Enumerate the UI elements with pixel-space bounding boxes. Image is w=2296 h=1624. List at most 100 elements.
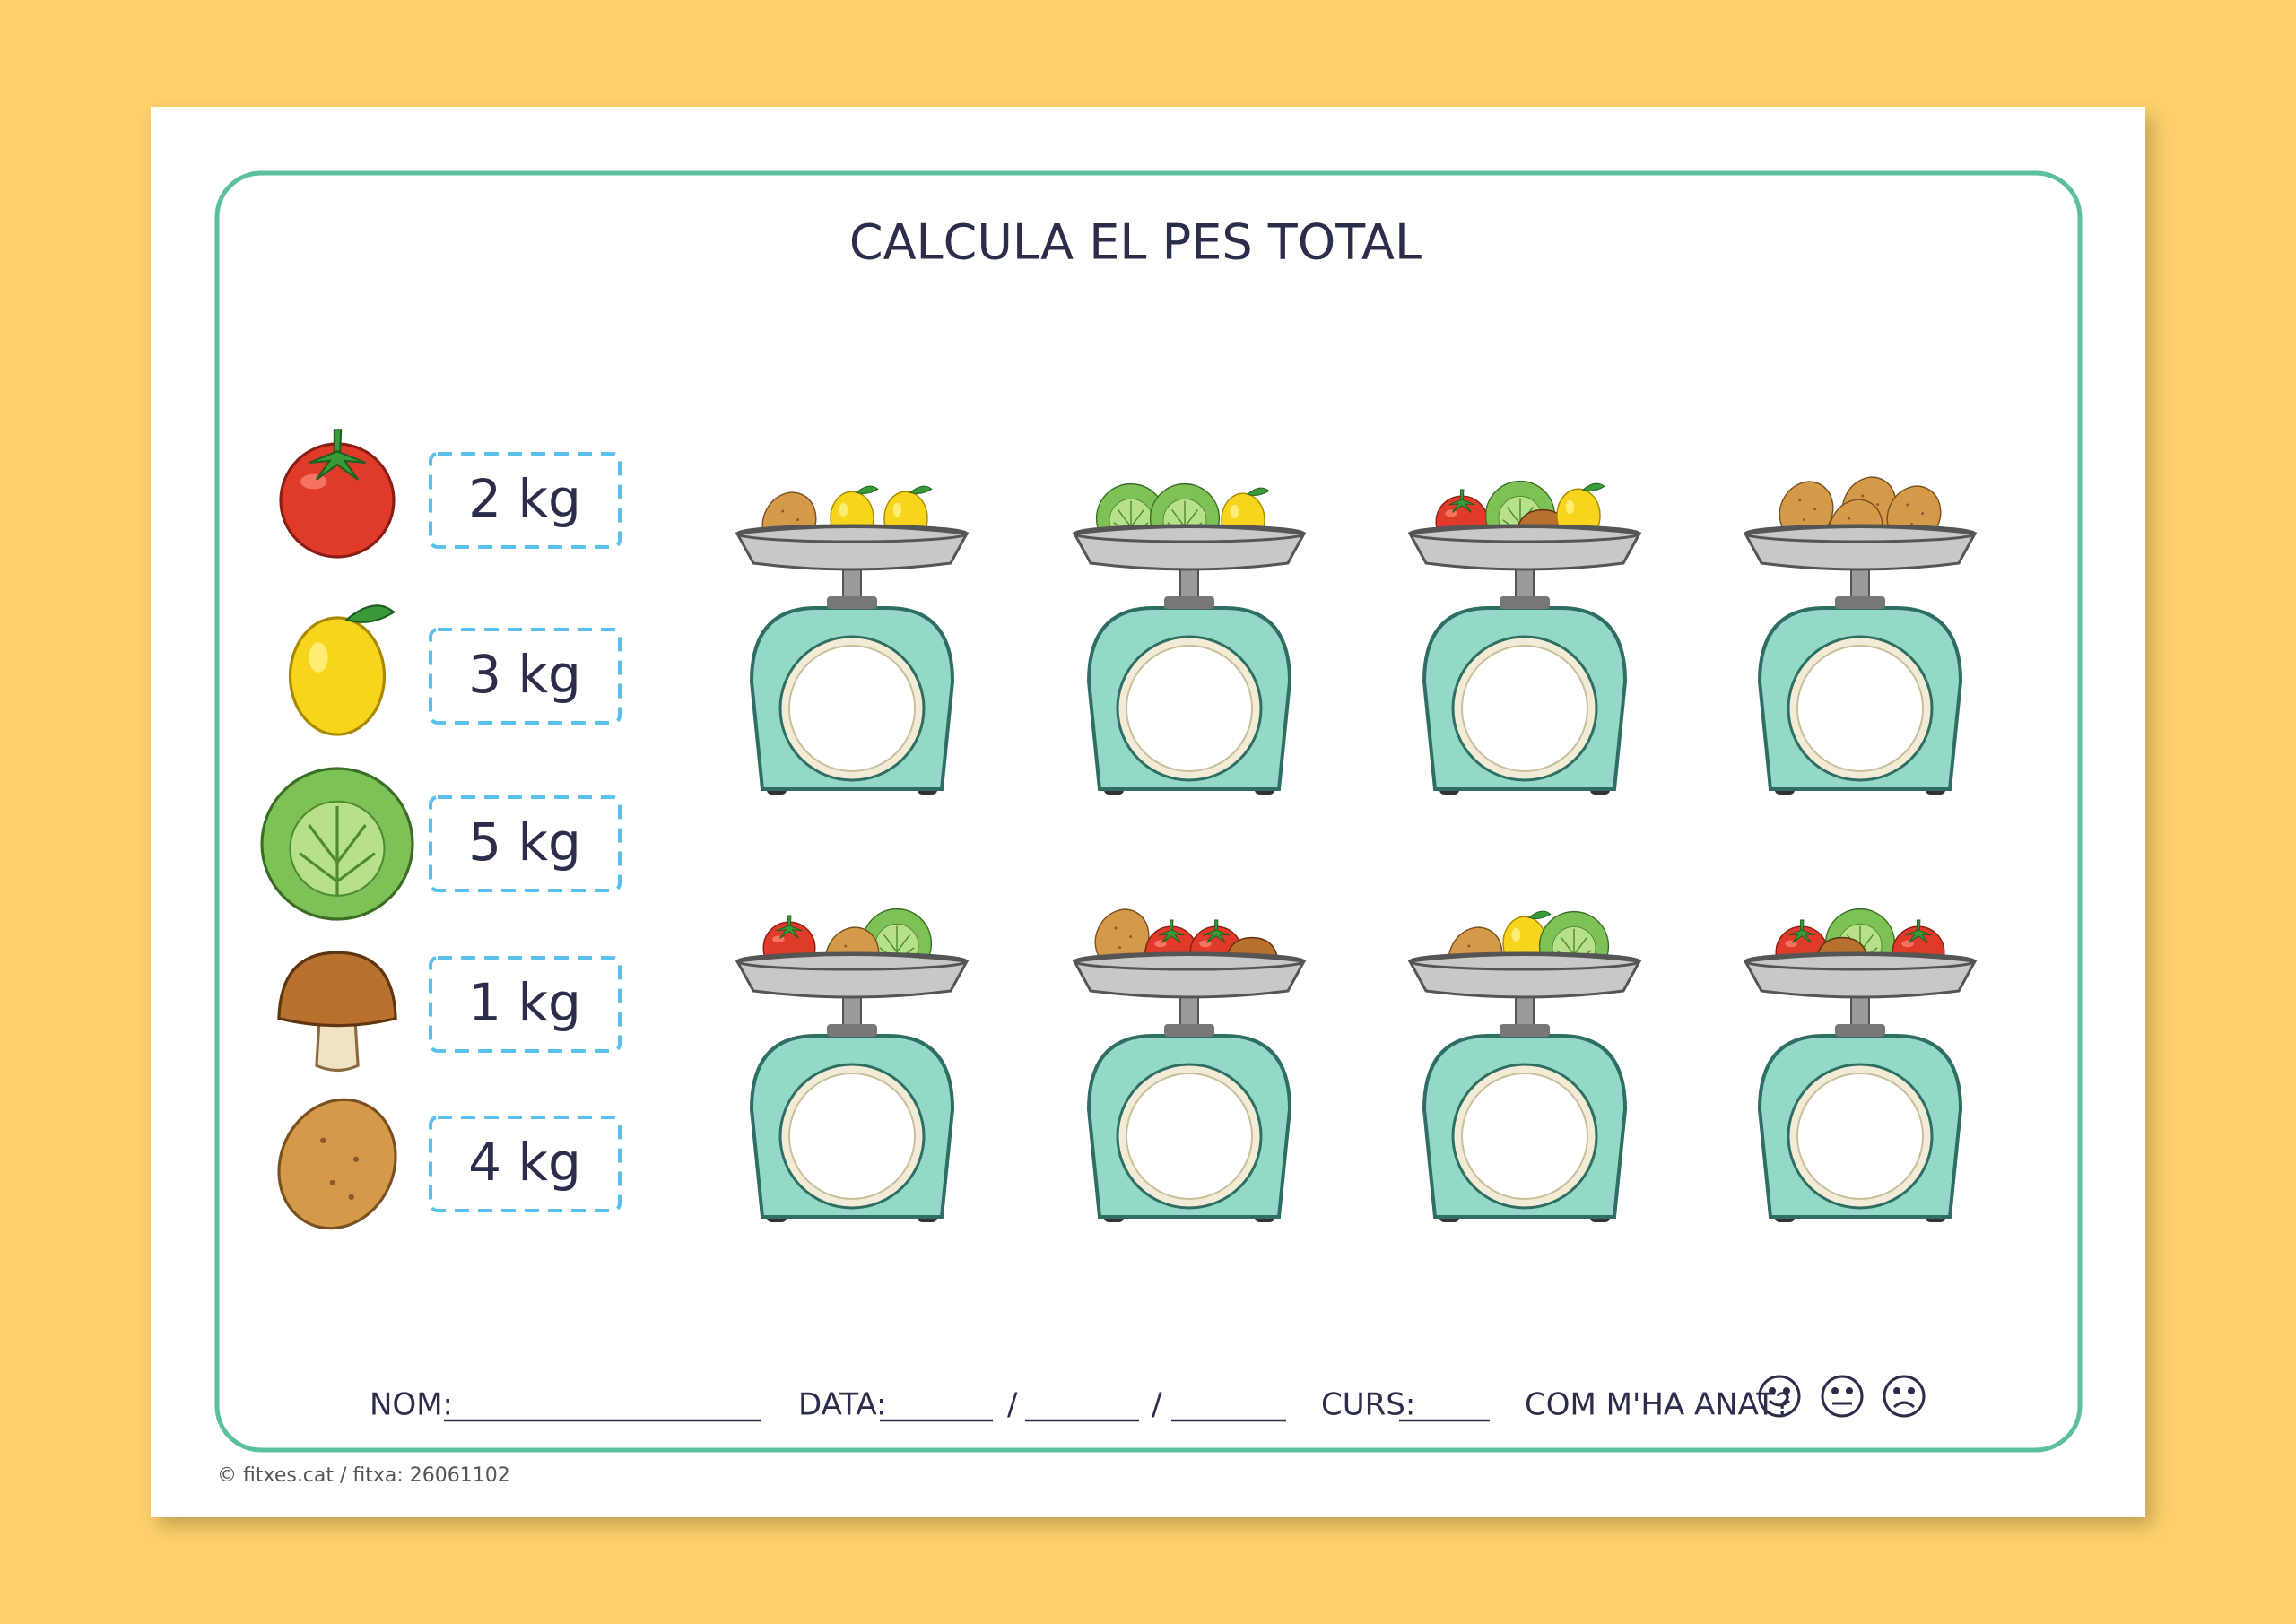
cabbage-veins <box>299 806 376 896</box>
footer: NOM: DATA: / / CURS: COM M'HA ANAT? <box>370 1375 1926 1423</box>
potato-eye <box>781 509 785 513</box>
scale-dial <box>1461 1073 1588 1200</box>
shine <box>309 642 328 673</box>
tomato-leaves <box>1158 919 1185 943</box>
tomato-leaves <box>1788 919 1815 943</box>
scale <box>1407 480 1642 795</box>
potato <box>277 1098 397 1230</box>
potato-eye <box>1813 508 1817 511</box>
potato-eye <box>329 1179 335 1186</box>
shine <box>1511 927 1521 942</box>
shine <box>1785 940 1797 948</box>
potato-eye <box>796 518 800 522</box>
scale-dial <box>1796 1073 1924 1200</box>
scale-pan-rim <box>735 951 969 971</box>
scale-collar <box>1164 596 1214 609</box>
cabbage-veins <box>1556 928 1592 970</box>
scale <box>1743 476 1978 795</box>
scale-pan-rim <box>735 524 969 543</box>
potato-eye <box>352 1156 360 1162</box>
scale-pan-rim <box>1744 951 1977 971</box>
weight-box <box>429 956 622 1053</box>
scale-dial <box>788 1073 916 1200</box>
tomato-leaves <box>1203 919 1230 943</box>
scale-collar <box>1164 1024 1214 1037</box>
scale-collar <box>1835 1024 1885 1037</box>
weight-label: 1 kg <box>468 972 581 1033</box>
scale-pan <box>1743 953 1978 999</box>
shine <box>1565 499 1575 515</box>
potato-eye <box>1910 523 1914 526</box>
lemon-leaf <box>344 604 396 623</box>
scale-pan <box>1072 953 1307 999</box>
tomato-leaves <box>776 915 803 939</box>
shine <box>1154 940 1167 948</box>
scale <box>1743 908 1978 1222</box>
shine <box>1901 940 1914 948</box>
smiley-happy <box>1758 1375 1801 1418</box>
scale-dial <box>1796 645 1924 772</box>
potato-eye <box>1906 503 1909 507</box>
tomato-leaves <box>309 429 366 481</box>
tomato <box>279 429 396 559</box>
shine <box>1199 940 1212 948</box>
credit: © fitxes.cat / fitxa: 26061102 <box>217 1464 510 1487</box>
shine <box>300 473 327 490</box>
lemon <box>288 604 396 736</box>
scale-pan <box>1743 525 1978 571</box>
title: CALCULA EL PES TOTAL <box>849 214 1422 271</box>
potato-eye <box>844 944 848 948</box>
potato-eye <box>1114 926 1118 930</box>
mushroom-cap <box>277 951 397 1028</box>
potato-eye <box>1467 944 1471 948</box>
date-separator: / <box>1152 1387 1162 1423</box>
weight-label: 2 kg <box>468 468 581 529</box>
weight-label: 3 kg <box>468 644 581 705</box>
scale-collar <box>827 596 877 609</box>
legend: 2 kg 3 kg 5 kg 1 kg 4 kg <box>260 429 622 1230</box>
potato-eye <box>1118 946 1122 950</box>
date-label: DATA: <box>798 1387 886 1423</box>
potato-body <box>277 1098 397 1230</box>
scales <box>735 476 1978 1222</box>
cabbage-veins <box>879 925 915 968</box>
scale <box>735 485 970 795</box>
weight-box <box>429 628 622 725</box>
scale-collar <box>1500 1024 1550 1037</box>
frame <box>214 170 2083 1453</box>
scale <box>1072 482 1307 795</box>
potato-eye <box>1876 503 1880 507</box>
tomato-leaves <box>1448 489 1475 513</box>
mushroom <box>277 951 397 1073</box>
potato-eye <box>1129 935 1133 939</box>
cabbage-veins <box>1113 500 1149 543</box>
scale-collar <box>1835 596 1885 609</box>
shine <box>892 502 902 517</box>
weight-label: 4 kg <box>468 1132 581 1193</box>
potato-eye <box>320 1137 326 1143</box>
scale-collar <box>827 1024 877 1037</box>
weight-label: 5 kg <box>468 812 581 873</box>
potato-eye <box>1861 494 1865 498</box>
scale <box>735 908 970 1222</box>
cabbage <box>260 767 414 921</box>
scale <box>1407 910 1642 1222</box>
scale-pan <box>1072 525 1307 571</box>
smiley-sad <box>1883 1375 1926 1418</box>
potato-eye <box>348 1194 354 1200</box>
scale-pan-rim <box>1408 524 1641 543</box>
scale-dial <box>1461 645 1588 772</box>
scale-dial <box>1126 1073 1253 1200</box>
weight-box <box>429 1116 622 1212</box>
feedback-label: COM M'HA ANAT? <box>1525 1387 1791 1423</box>
tomato-leaves <box>1905 919 1932 943</box>
lemon-leaf <box>1246 487 1270 496</box>
lemon-leaf <box>909 485 933 494</box>
scale-pan <box>735 525 970 571</box>
date-separator: / <box>1007 1387 1018 1423</box>
scale-pan-rim <box>1408 951 1641 971</box>
scale-collar <box>1500 596 1550 609</box>
potato-eye <box>1921 512 1925 516</box>
shine <box>1445 509 1457 517</box>
